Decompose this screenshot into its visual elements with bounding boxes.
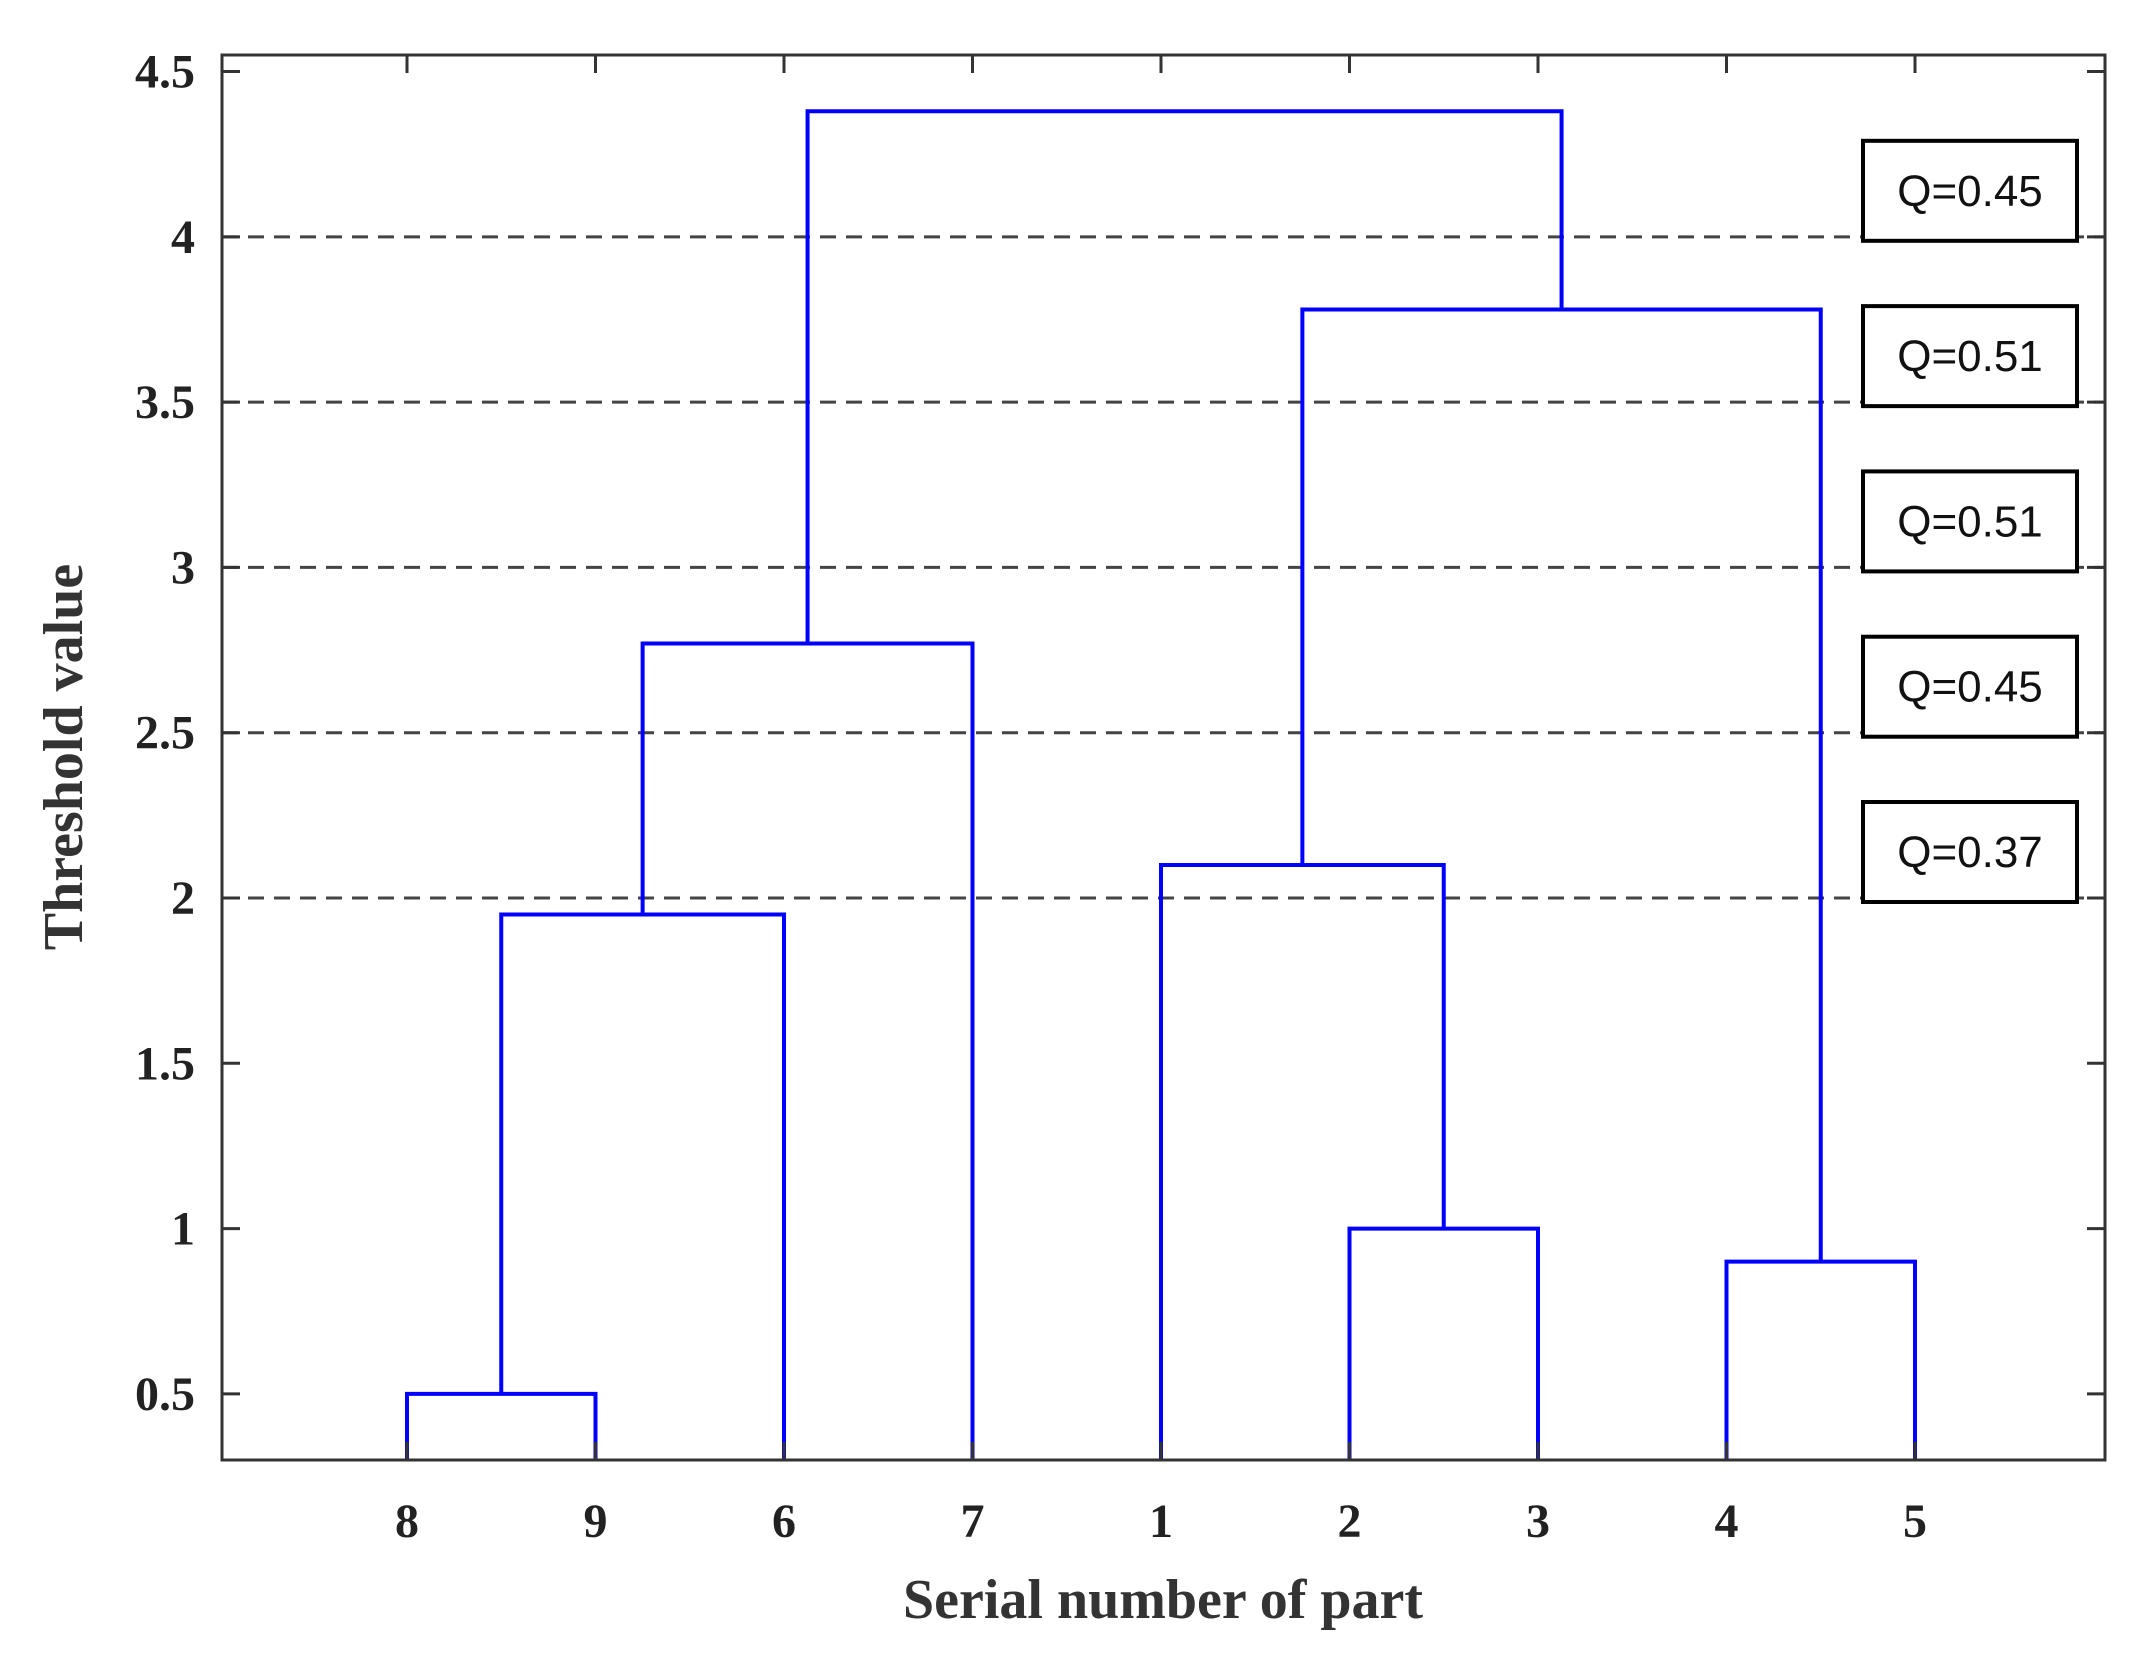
y-tick-label: 3 xyxy=(171,541,195,594)
q-label-box-5: Q=0.37 xyxy=(1861,800,2079,904)
x-axis-title: Serial number of part xyxy=(903,1569,1423,1631)
x-tick-label: 9 xyxy=(584,1495,608,1548)
x-tick-label: 3 xyxy=(1526,1495,1550,1548)
dendrogram-link-3 xyxy=(1347,1226,1540,1460)
threshold-lines xyxy=(222,235,2105,900)
q-label-frame xyxy=(1861,800,2079,904)
dendrogram-tree xyxy=(405,109,1917,1460)
dendrogram-link-6 xyxy=(640,641,975,1460)
q-label-text: Q=0.51 xyxy=(1897,497,2043,546)
q-label-frame xyxy=(1861,304,2079,409)
x-tick-label: 7 xyxy=(961,1495,985,1548)
dendrogram-link-2 xyxy=(1724,1259,1917,1460)
y-tick-label: 1 xyxy=(171,1203,195,1256)
x-tick-label: 8 xyxy=(395,1495,419,1548)
q-label-box-1: Q=0.45 xyxy=(1861,138,2079,243)
x-tick-label: 5 xyxy=(1903,1495,1927,1548)
y-tick-label: 1.5 xyxy=(135,1037,195,1090)
q-label-text: Q=0.51 xyxy=(1897,332,2043,381)
y-tick-label: 2.5 xyxy=(135,707,195,760)
x-tick-label: 2 xyxy=(1338,1495,1362,1548)
q-label-text: Q=0.45 xyxy=(1897,167,2043,216)
q-labels: Q=0.45 Q=0.51 Q=0.51 Q=0.45 Q=0.37 xyxy=(1861,138,2079,904)
y-tick-label: 4.5 xyxy=(135,46,195,99)
q-label-frame xyxy=(1861,634,2079,739)
x-tick-label: 4 xyxy=(1715,1495,1739,1548)
y-tick-label: 3.5 xyxy=(135,376,195,429)
y-tick-label: 2 xyxy=(171,872,195,925)
q-label-box-4: Q=0.45 xyxy=(1861,634,2079,739)
dendrogram-link-1 xyxy=(405,1391,598,1460)
x-tick-label: 6 xyxy=(772,1495,796,1548)
dendrogram-link-4 xyxy=(499,912,786,1460)
q-label-text: Q=0.37 xyxy=(1897,828,2043,877)
dendrogram-link-8 xyxy=(805,109,1564,644)
dendrogram-link-5 xyxy=(1159,862,1446,1460)
y-tick-label: 4 xyxy=(171,211,195,264)
y-tick-label: 0.5 xyxy=(135,1368,195,1421)
q-label-box-3: Q=0.51 xyxy=(1861,469,2079,574)
q-label-text: Q=0.45 xyxy=(1897,663,2043,712)
dendrogram-link-7 xyxy=(1300,307,1823,1262)
q-label-frame xyxy=(1861,138,2079,243)
q-label-box-2: Q=0.51 xyxy=(1861,304,2079,409)
x-tick-label: 1 xyxy=(1149,1495,1173,1548)
q-label-frame xyxy=(1861,469,2079,574)
plot-area-frame xyxy=(220,53,2107,1462)
y-axis-title: Threshold value xyxy=(33,564,95,950)
axis-ticks: 0.5 1 1.5 2 2.5 3 3.5 4 4.5 8 9 6 7 1 2 3 4 5 xyxy=(135,46,2105,1548)
